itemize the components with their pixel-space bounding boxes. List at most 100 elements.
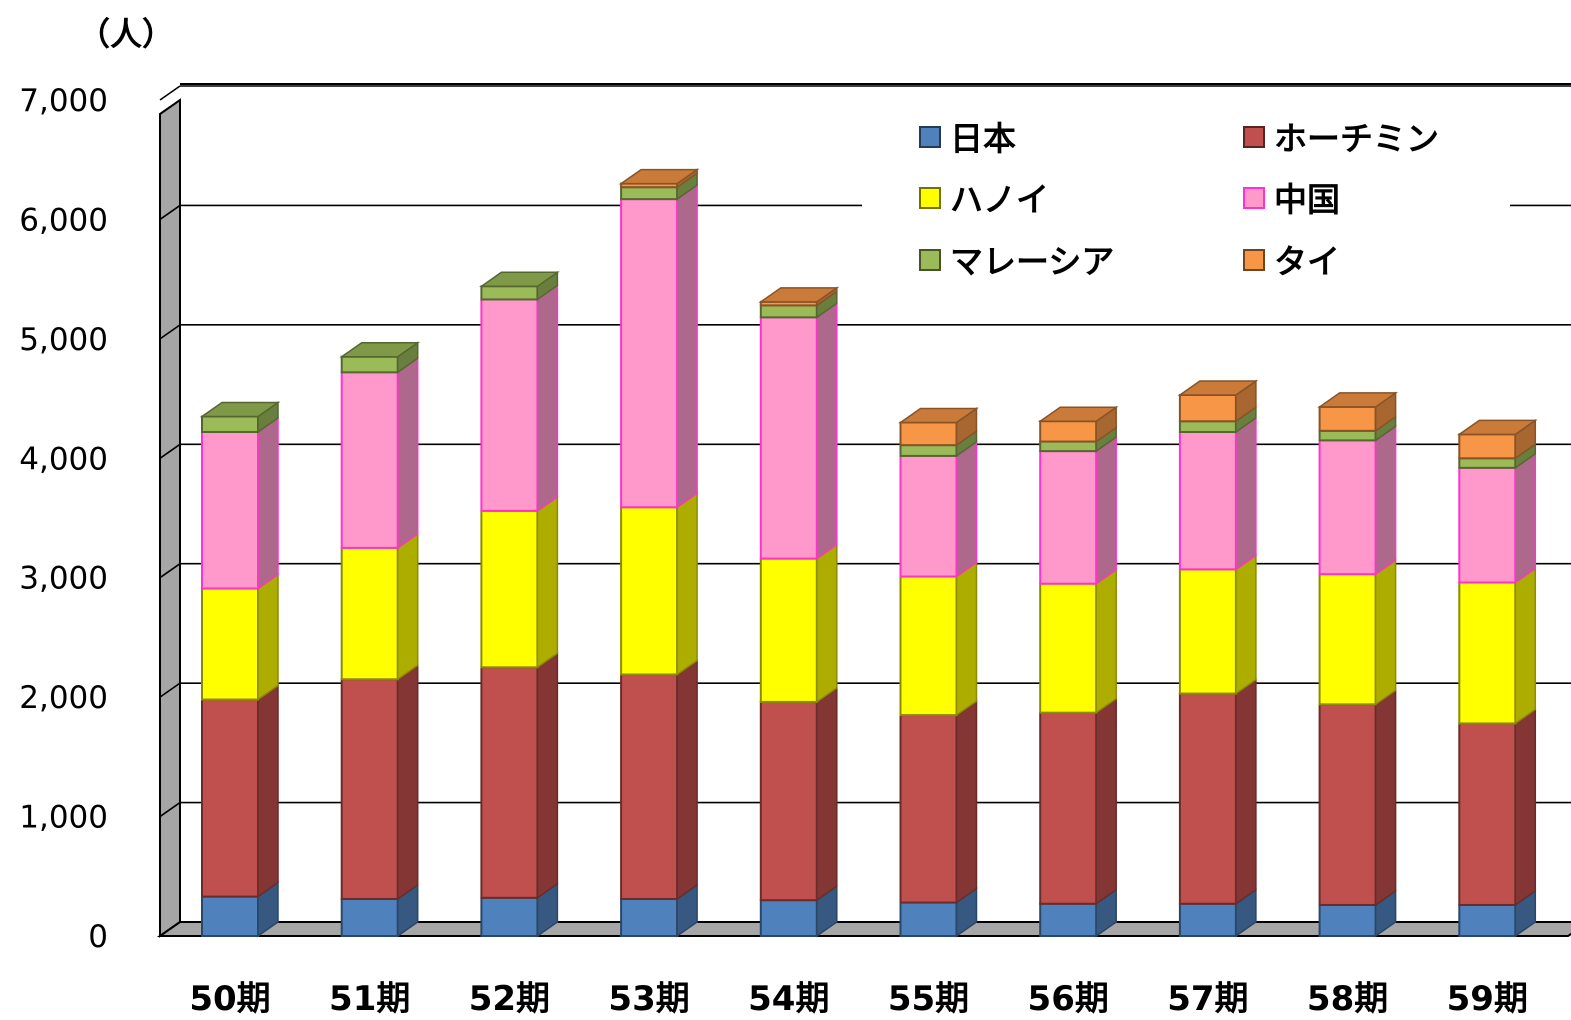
bar-segment (480, 666, 539, 899)
bar-top-face (758, 287, 840, 303)
bar-segment-side (955, 699, 978, 905)
bar-top-face (199, 401, 281, 418)
bar-segment (201, 587, 259, 701)
bar-segment (1039, 420, 1098, 443)
bar-segment-side (816, 543, 838, 704)
bar-stack (1317, 391, 1398, 938)
bar-segment (1318, 903, 1377, 937)
bar-segment (1458, 457, 1517, 469)
bar-segment-side (955, 440, 978, 578)
y-tick-label: 3,000 (19, 561, 108, 597)
bar-segment-side (1374, 558, 1397, 706)
bar-segment (899, 421, 958, 447)
bar-segment (1178, 568, 1237, 695)
x-tick-label: 58期 (1307, 979, 1388, 1019)
legend-label: マレーシア (950, 242, 1114, 281)
bar-stack (898, 407, 979, 938)
legend-label: ホーチミン (1274, 119, 1439, 158)
bar-segment-side (536, 651, 559, 900)
bar-segment (759, 700, 818, 902)
bar-segment (1458, 722, 1517, 906)
bar-segment-side (676, 659, 698, 901)
gridline-side (159, 324, 181, 340)
bar-segment (480, 298, 539, 512)
bar-segment (1178, 431, 1237, 571)
bar-segment-side (396, 663, 419, 901)
bar-segment (1178, 902, 1237, 937)
bar-top-face (339, 342, 421, 358)
x-tick-label: 52期 (469, 979, 550, 1019)
bar-segment-side (1514, 452, 1537, 584)
bar-stack (479, 270, 560, 938)
bar-segment (899, 901, 958, 937)
x-tick-label: 56期 (1028, 979, 1109, 1019)
x-tick-label: 55期 (888, 979, 969, 1019)
bar-segment-side (1374, 424, 1397, 576)
bar-segment-side (1095, 435, 1117, 586)
bar-top-face (618, 168, 700, 185)
bar-segment (480, 285, 539, 301)
bar-segment (1458, 903, 1517, 937)
bar-top-face (1456, 419, 1538, 436)
bar-segment-side (1514, 707, 1537, 907)
bar-segment (759, 557, 818, 703)
bar-segment (201, 895, 259, 937)
bar-segment-side (1374, 688, 1397, 907)
gridline-side (159, 682, 181, 698)
bar-segment (1039, 440, 1098, 453)
bar-segment (620, 506, 679, 676)
y-tick-label: 6,000 (19, 202, 108, 238)
x-tick-label: 53期 (608, 979, 689, 1019)
bar-segment (759, 316, 818, 560)
bar-segment-side (816, 301, 838, 561)
bar-segment (1039, 902, 1098, 937)
bar-segment (759, 899, 818, 938)
legend-swatch (919, 249, 941, 271)
bar-segment (1039, 582, 1098, 714)
legend-label: 中国 (1274, 180, 1340, 219)
bar-segment-side (1235, 553, 1257, 696)
bar-segment (340, 371, 399, 549)
bar-top-face (1317, 392, 1398, 408)
gridline-side (159, 204, 181, 221)
bar-stack (758, 286, 840, 938)
bar-segment (1178, 420, 1237, 434)
bar-segment (1039, 711, 1098, 905)
bar-stack (618, 168, 700, 938)
bar-segment-side (536, 495, 559, 669)
bar-stack (1037, 405, 1119, 938)
bar-segment (620, 673, 679, 900)
bar-segment (340, 546, 399, 681)
bar-top-face (479, 271, 560, 288)
legend-swatch (1243, 126, 1265, 148)
bar-top-face (1037, 406, 1119, 423)
bar-segment (340, 678, 399, 900)
bar-segment-side (257, 684, 279, 899)
bar-stack (339, 341, 421, 938)
bar-segment (620, 198, 679, 509)
bar-segment (899, 444, 958, 457)
bar-segment (340, 897, 399, 938)
y-tick-label: 4,000 (19, 441, 108, 477)
bar-segment (201, 698, 259, 898)
bar-top-face (1177, 380, 1259, 396)
bars (199, 168, 1538, 938)
x-tick-label: 57期 (1167, 979, 1248, 1019)
y-tick-label: 0 (88, 919, 108, 955)
bar-segment-side (1235, 678, 1257, 906)
bar-segment (1318, 439, 1377, 576)
bar-segment-side (676, 183, 698, 509)
bar-segment-side (1514, 567, 1537, 725)
bar-segment (1039, 450, 1098, 585)
bar-stack (1177, 379, 1259, 938)
bar-segment (620, 186, 679, 201)
bar-segment-side (955, 561, 978, 717)
bar-segment (759, 304, 818, 319)
legend-label: タイ (1274, 242, 1340, 281)
legend-swatch (919, 187, 941, 209)
bar-segment (1458, 581, 1517, 725)
bar-segment (340, 355, 399, 374)
side-wall (159, 98, 181, 938)
